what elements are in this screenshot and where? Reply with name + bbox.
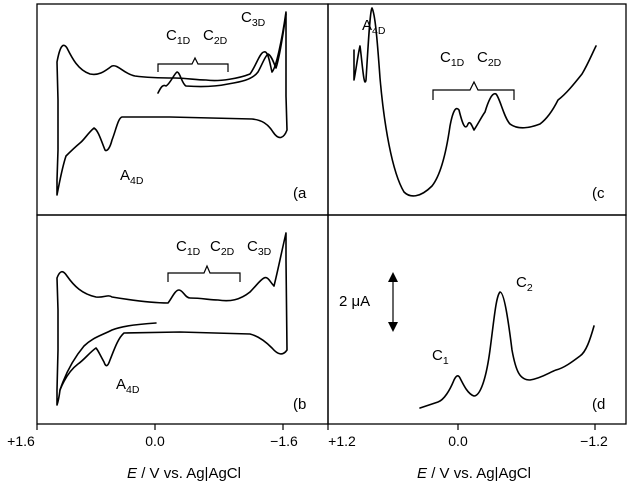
panel-a-label: (a [293, 185, 307, 202]
panel-a-annotation-a4d: A4D [120, 167, 144, 187]
panel-a-annotation-c1d: C1D [166, 27, 191, 47]
tick-label-left-1: +1.6 [7, 433, 35, 449]
panel-a-cv-curve [56, 11, 288, 196]
panel-c-annotation-a4d: A4D [362, 17, 386, 37]
panel-d-label: (d [592, 396, 605, 413]
tick-label-right-3: −1.2 [580, 433, 608, 449]
tick-label-left-3: −1.6 [270, 433, 298, 449]
panel-b-annotation-a4d: A4D [116, 376, 140, 396]
tick-label-right-2: 0.0 [448, 433, 468, 449]
panel-b-cv-curve [56, 232, 288, 406]
panel-c-annotation-c1d: C1D [440, 49, 465, 69]
panel-d-dpv-curve [419, 291, 595, 409]
panel-d-annotation-c1: C1 [432, 347, 449, 367]
panel-a-bracket [157, 56, 229, 72]
panel-c-dpv-curve [353, 7, 597, 197]
panel-a-annotation-c3d: C3D [241, 9, 266, 29]
panel-b-annotation-c3d: C3D [247, 238, 272, 258]
tick-label-right-1: +1.2 [328, 433, 356, 449]
panel-c-annotation-c2d: C2D [477, 49, 502, 69]
panel-d-frame [327, 214, 627, 425]
scale-bar-label: 2 μA [339, 293, 370, 310]
panel-a-cv-second-scan [157, 13, 287, 94]
panel-a-annotation-c2d: C2D [203, 27, 228, 47]
panel-d-annotation-c2: C2 [516, 274, 533, 294]
panel-b-annotation-c2d: C2D [210, 238, 235, 258]
panel-b-cv-second-scan [59, 322, 157, 391]
panel-b-label: (b [293, 396, 306, 413]
panel-b-annotation-c1d: C1D [176, 238, 201, 258]
tick-label-left-2: 0.0 [145, 433, 165, 449]
x-axis-title-right: E / V vs. Ag|AgCl [417, 465, 531, 482]
panel-c-label: (c [592, 185, 605, 202]
scale-bar-arrow-bottom [388, 322, 398, 332]
scale-bar-arrow-top [388, 272, 398, 282]
panel-c-bracket [432, 80, 515, 100]
x-axis-title-left: E / V vs. Ag|AgCl [127, 465, 241, 482]
panel-b-bracket [167, 264, 241, 282]
